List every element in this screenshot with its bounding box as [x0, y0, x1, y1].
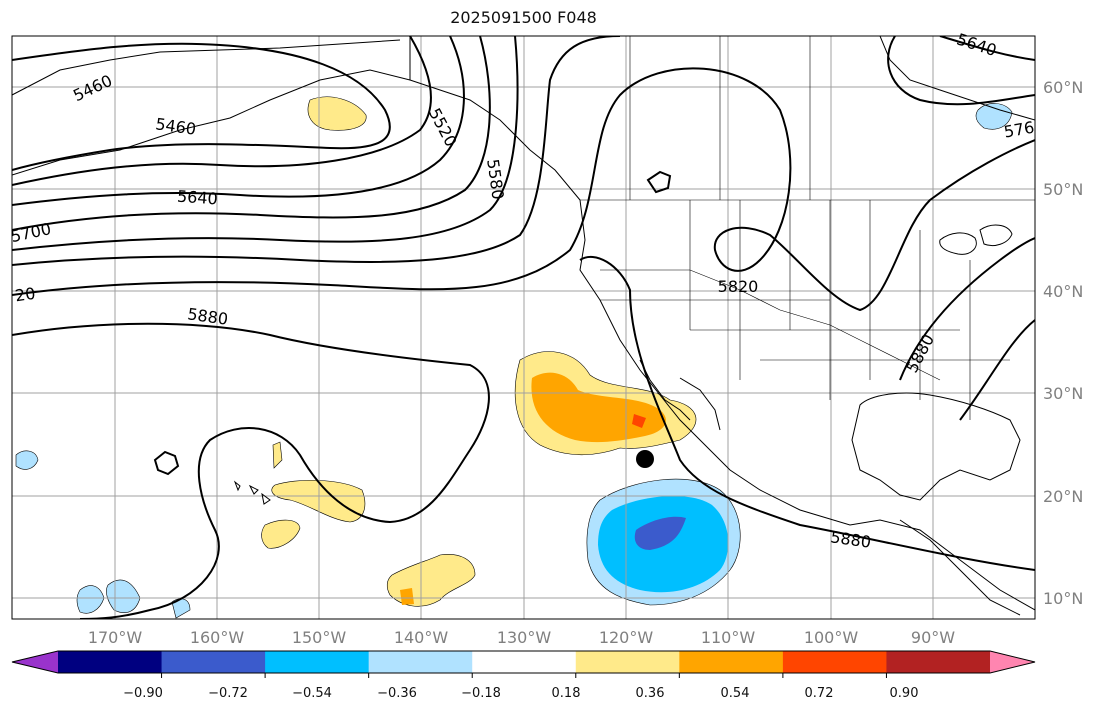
colorbar-segment [265, 651, 370, 673]
lon-tick-label: 110°W [701, 628, 756, 647]
colorbar-segment [161, 651, 266, 673]
contour-label: 20 [14, 284, 37, 306]
location-marker [636, 450, 654, 468]
negative-anomaly-sw-1 [76, 585, 105, 614]
negative-anomaly-west [15, 450, 39, 470]
colorbar-segment [575, 651, 680, 673]
lat-tick-label: 30°N [1043, 384, 1083, 403]
latitude-labels: 10°N 20°N 30°N 40°N 50°N 60°N [1043, 78, 1083, 608]
lon-tick-label: 100°W [804, 628, 859, 647]
negative-anomaly-ne-canada [975, 103, 1013, 130]
colorbar-tick-label: −0.90 [123, 686, 163, 701]
contour-label: 5820 [718, 277, 759, 296]
negative-anomaly-sw-3 [171, 598, 191, 619]
colorbar-outline [11, 650, 1036, 674]
colorbar-extend-high [990, 651, 1035, 673]
lon-tick-label: 150°W [292, 628, 347, 647]
colorbar-segment [886, 651, 991, 673]
lon-tick-label: 90°W [911, 628, 955, 647]
colorbar-tick-label: −0.18 [461, 686, 501, 701]
coastlines [12, 36, 1035, 616]
longitude-labels: 170°W 160°W 150°W 140°W 130°W 120°W 110°… [88, 628, 955, 647]
positive-anomaly-south-core [400, 588, 414, 605]
contour-labels: 5460 5460 5520 5580 5640 5700 20 5880 58… [9, 29, 1036, 551]
colorbar-segment [679, 651, 784, 673]
anomaly-shading [15, 96, 1013, 619]
colorbar-tick-label: 0.36 [636, 686, 665, 701]
map-title: 2025091500 F048 [450, 8, 597, 27]
colorbar-tick-label: 0.72 [805, 686, 834, 701]
colorbar-tick-label: −0.72 [208, 686, 248, 701]
colorbar [11, 650, 1036, 678]
map-area [12, 36, 1035, 619]
colorbar-tick-label: −0.36 [377, 686, 417, 701]
lat-tick-label: 10°N [1043, 589, 1083, 608]
positive-anomaly-baja-peak [632, 414, 646, 428]
graticule [12, 36, 1035, 619]
colorbar-tick-label: 0.18 [552, 686, 581, 701]
colorbar-labels: −0.90 −0.72 −0.54 −0.36 −0.18 0.18 0.36 … [123, 686, 918, 701]
lat-tick-label: 50°N [1043, 180, 1083, 199]
lat-tick-label: 40°N [1043, 282, 1083, 301]
lon-tick-label: 120°W [599, 628, 654, 647]
lon-tick-label: 130°W [497, 628, 552, 647]
negative-anomaly-mexico-peak [634, 516, 686, 550]
positive-anomaly-baja-core [531, 372, 666, 443]
colorbar-segment [782, 651, 887, 673]
colorbar-segment [58, 651, 163, 673]
lon-tick-label: 140°W [394, 628, 449, 647]
positive-anomaly-hawaii-3 [272, 441, 283, 469]
lon-tick-label: 160°W [190, 628, 245, 647]
lat-tick-label: 20°N [1043, 487, 1083, 506]
colorbar-tick-label: 0.90 [890, 686, 919, 701]
positive-anomaly-hawaii-2 [261, 519, 301, 549]
colorbar-segment [368, 651, 473, 673]
height-contours [12, 36, 1035, 619]
contour-label: 5640 [176, 187, 218, 209]
colorbar-extend-low [12, 651, 58, 673]
lon-tick-label: 170°W [88, 628, 143, 647]
map-frame [11, 35, 1036, 620]
colorbar-segment [472, 651, 577, 673]
colorbar-tick-label: 0.54 [721, 686, 750, 701]
positive-anomaly-hawaii-1 [271, 479, 366, 523]
colorbar-tick-label: −0.54 [292, 686, 332, 701]
positive-anomaly-aleutian [307, 96, 367, 131]
borders [580, 36, 1035, 420]
lat-tick-label: 60°N [1043, 78, 1083, 97]
